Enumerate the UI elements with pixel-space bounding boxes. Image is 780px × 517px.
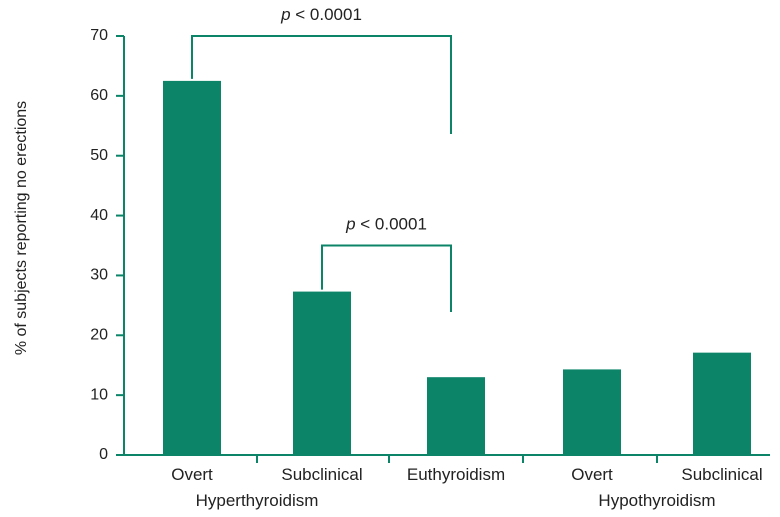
p-symbol: p	[345, 215, 355, 234]
bar-0	[163, 80, 221, 456]
y-tick-label: 10	[90, 386, 108, 403]
y-tick-label: 70	[90, 27, 108, 44]
bar-2	[427, 377, 485, 455]
y-ticks: 0 10 20 30 40 50 60 70	[90, 27, 124, 463]
y-tick-label: 50	[90, 147, 108, 164]
p-value-annotation: p < 0.0001	[280, 5, 362, 24]
p-value-annotation: p < 0.0001	[345, 215, 427, 234]
y-tick-label: 40	[90, 207, 108, 224]
category-label: Overt	[571, 465, 613, 484]
significance-bracket-1	[321, 244, 452, 312]
y-tick-label: 60	[90, 87, 108, 104]
category-label: Subclinical	[681, 465, 762, 484]
bar-3	[563, 369, 621, 455]
y-tick-label: 20	[90, 327, 108, 344]
category-label: Subclinical	[281, 465, 362, 484]
group-label: Hypothyroidism	[598, 491, 715, 510]
bars	[163, 80, 751, 456]
y-tick-label: 0	[99, 446, 108, 463]
p-symbol: p	[280, 5, 290, 24]
category-label: Overt	[171, 465, 213, 484]
bar-4	[693, 352, 751, 455]
x-labels: Overt Subclinical Euthyroidism Overt Subclin…	[171, 455, 763, 510]
p-value-text: < 0.0001	[291, 5, 362, 24]
p-value-text: < 0.0001	[356, 215, 427, 234]
y-tick-label: 30	[90, 267, 108, 284]
group-label: Hyperthyroidism	[196, 491, 319, 510]
bar-1	[293, 291, 351, 455]
category-label: Euthyroidism	[407, 465, 505, 484]
significance-bracket-0	[191, 35, 452, 134]
y-axis-label: % of subjects reporting no erections	[13, 101, 30, 355]
